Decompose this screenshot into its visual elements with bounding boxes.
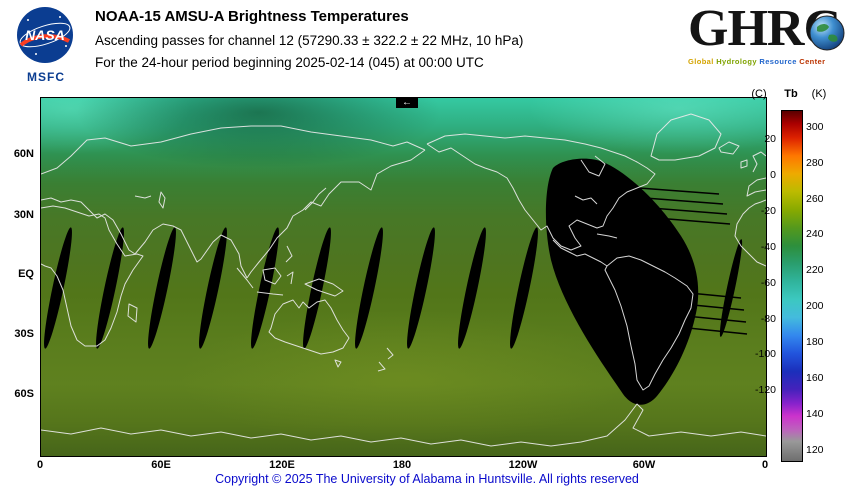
y-tick: 30N bbox=[13, 209, 34, 221]
map-canvas: ← bbox=[40, 97, 767, 457]
celsius-tick: -20 bbox=[760, 205, 776, 217]
x-tick: 60W bbox=[632, 459, 656, 471]
y-tick: EQ bbox=[18, 268, 34, 280]
msfc-label: MSFC bbox=[27, 70, 65, 84]
kelvin-tick: 280 bbox=[806, 157, 824, 169]
kelvin-tick: 140 bbox=[806, 408, 824, 420]
celsius-tick: 20 bbox=[764, 133, 776, 145]
x-tick: 60E bbox=[151, 459, 171, 471]
tagline-word: Resource bbox=[759, 57, 797, 66]
kelvin-tick: 220 bbox=[806, 264, 824, 276]
y-tick: 30S bbox=[14, 328, 34, 340]
celsius-tick: -60 bbox=[760, 277, 776, 289]
orbit-direction-arrow: ← bbox=[396, 97, 418, 108]
kelvin-tick: 160 bbox=[806, 372, 824, 384]
kelvin-tick: 240 bbox=[806, 228, 824, 240]
kelvin-tick: 260 bbox=[806, 193, 824, 205]
y-tick: 60S bbox=[14, 388, 34, 400]
celsius-tick: -120 bbox=[754, 384, 776, 396]
kelvin-tick: 200 bbox=[806, 300, 824, 312]
nasa-logo-text: NASA bbox=[25, 27, 65, 43]
x-tick: 180 bbox=[392, 459, 412, 471]
map-overlay bbox=[41, 113, 766, 447]
kelvin-tick: 120 bbox=[806, 444, 824, 456]
coastlines bbox=[41, 113, 766, 447]
missing-swath-blob bbox=[545, 158, 699, 405]
tagline-word: Center bbox=[799, 57, 826, 66]
celsius-tick: -100 bbox=[754, 348, 776, 360]
tagline-word: Hydrology bbox=[716, 57, 757, 66]
celsius-tick: -40 bbox=[760, 241, 776, 253]
x-tick: 120E bbox=[269, 459, 295, 471]
orbit-gap-swaths bbox=[44, 158, 743, 405]
nasa-meatball-icon: NASA bbox=[17, 7, 73, 63]
ghrc-tagline: Global Hydrology Resource Center bbox=[688, 57, 850, 66]
kelvin-tick: 180 bbox=[806, 336, 824, 348]
kelvin-tick: 300 bbox=[806, 121, 824, 133]
ghrc-logo-block: GHRC Global Hydrology Resource Center bbox=[688, 2, 850, 66]
colorbar-unit-celsius: (C) bbox=[751, 88, 767, 100]
celsius-tick: 0 bbox=[770, 169, 776, 181]
y-tick: 60N bbox=[13, 148, 34, 160]
copyright-line: Copyright © 2025 The University of Alaba… bbox=[215, 472, 639, 486]
colorbar bbox=[781, 110, 803, 462]
globe-icon bbox=[809, 15, 845, 56]
page-title: NOAA-15 AMSU-A Brightness Temperatures bbox=[95, 8, 409, 25]
x-tick: 0 bbox=[36, 459, 44, 471]
nasa-logo-block: NASA MSFC bbox=[16, 6, 76, 84]
tagline-word: Global bbox=[688, 57, 714, 66]
title-block: NOAA-15 AMSU-A Brightness Temperatures A… bbox=[95, 8, 523, 77]
celsius-tick: -80 bbox=[760, 313, 776, 325]
channel-subtitle: Ascending passes for channel 12 (57290.3… bbox=[95, 33, 524, 48]
x-tick: 0 bbox=[761, 459, 769, 471]
scan-line-artifacts bbox=[638, 187, 748, 335]
x-tick: 120W bbox=[508, 459, 538, 471]
period-line: For the 24-hour period beginning 2025-02… bbox=[95, 55, 484, 70]
colorbar-unit-kelvin: (K) bbox=[811, 88, 827, 100]
colorbar-label: Tb bbox=[784, 88, 798, 100]
